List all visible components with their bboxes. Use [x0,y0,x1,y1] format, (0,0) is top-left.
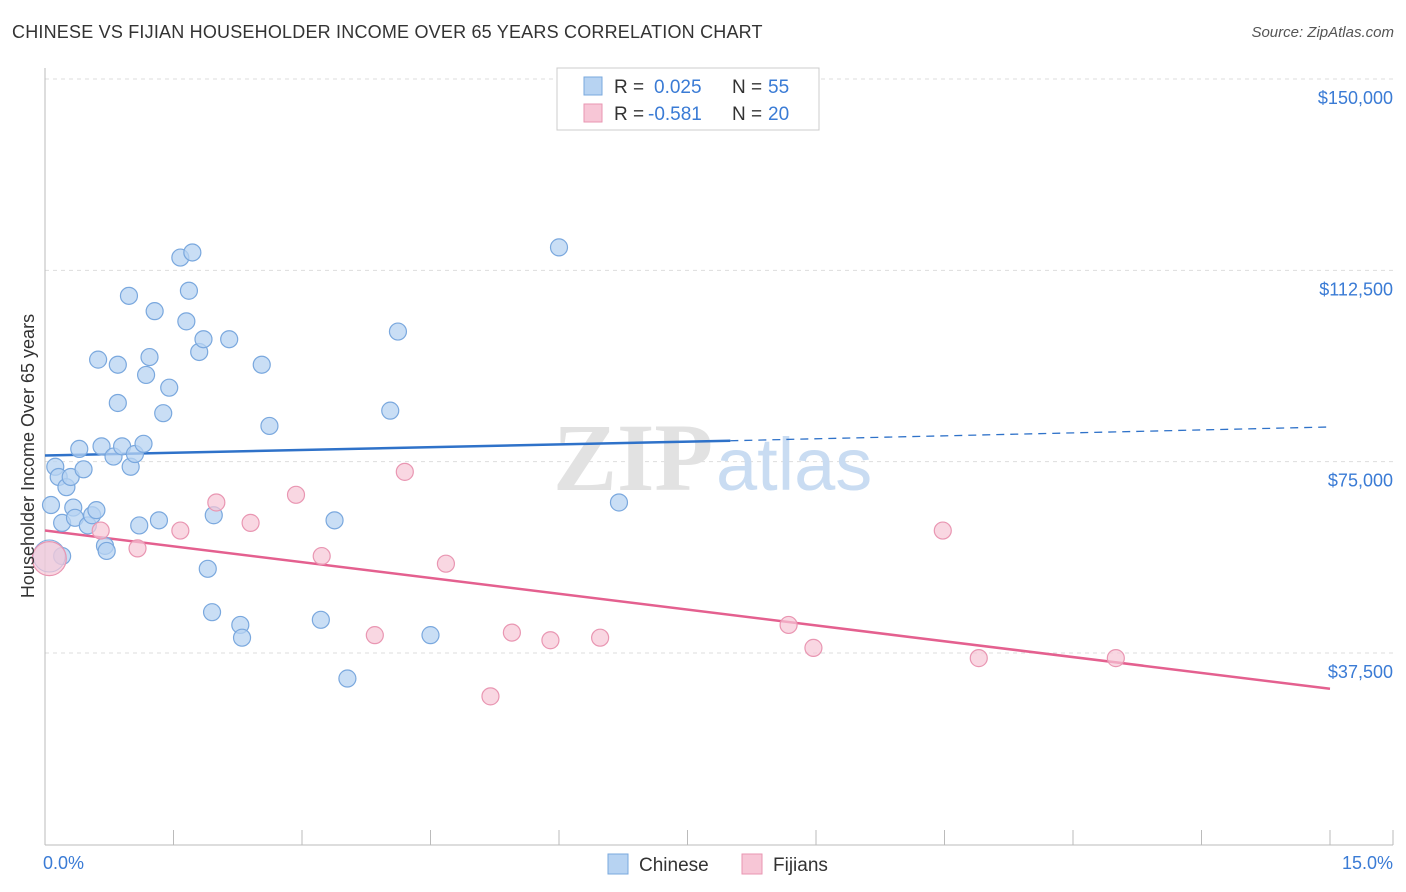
chinese-point [145,302,164,321]
y-tick-labels: $37,500 $75,000 $112,500 $150,000 [1318,88,1393,682]
chinese-point [609,493,629,512]
chinese-point [154,404,173,423]
source-label: Source: ZipAtlas.com [1251,24,1394,41]
fijian-point [286,485,306,504]
chinese-point [41,495,61,515]
chinese-point [108,393,127,413]
fijian-point [312,546,331,566]
bottom-legend-label-chinese: Chinese [639,855,709,876]
chinese-point [338,669,357,688]
correlation-legend: R = 0.025 N = 55 R = -0.581 N = 20 [556,67,820,131]
fijian-trend-line [44,529,1331,690]
fijian-point [541,631,560,650]
y-tick-label: $150,000 [1318,88,1393,108]
chinese-points [32,238,629,688]
chinese-point [220,330,239,349]
chinese-point [549,238,569,257]
chinese-point [134,434,153,453]
legend-n-value-chinese: 55 [768,77,789,98]
watermark-atlas: atlas [716,423,872,506]
legend-n-label-fijian: N = [732,104,762,125]
legend-swatch-fijian [583,103,603,123]
legend-r-value-fijian: -0.581 [648,104,702,125]
legend-n-label-chinese: N = [732,77,762,98]
bottom-legend-swatch-chinese [607,853,629,875]
fijian-point [804,638,823,657]
chinese-point [74,460,93,479]
legend-swatch-chinese [583,76,603,96]
bottom-legend-label-fijian: Fijians [773,855,828,876]
watermark: ZIP atlas [553,404,872,511]
fijian-point [365,626,384,645]
x-tick-label-right: 15.0% [1342,853,1393,873]
fijian-point [591,628,610,647]
legend-r-value-chinese: 0.025 [654,77,702,98]
watermark-zip: ZIP [553,404,713,511]
fijian-point [933,521,952,540]
chinese-point [108,355,127,374]
chinese-point [97,541,116,561]
fijian-point [436,554,456,573]
grid-lines [45,78,1393,654]
fijian-point [171,521,190,540]
fijian-point [128,539,147,558]
fijian-point [969,649,988,668]
chinese-point [388,322,408,341]
chinese-point [183,243,202,262]
chinese-point [311,610,330,629]
chinese-point [92,437,111,456]
legend-r-label-fijian: R = [614,104,644,125]
fijian-point [502,623,521,642]
chinese-point [160,378,179,397]
chinese-point [202,603,222,622]
fijian-point [91,521,110,540]
y-tick-label: $37,500 [1328,662,1393,682]
chinese-point [325,511,344,530]
chinese-point [381,401,400,420]
chinese-point [260,416,279,436]
chinese-point [136,365,156,385]
fijian-point [241,513,260,532]
legend-n-value-fijian: 20 [768,104,789,125]
chart-title: CHINESE VS FIJIAN HOUSEHOLDER INCOME OVE… [12,22,763,42]
series-legend: Chinese Fijians [607,853,828,876]
fijian-point [779,615,798,635]
chinese-point [149,511,169,530]
fijian-point [481,687,500,706]
y-axis-title: Householder Income Over 65 years [18,314,38,598]
chinese-trend-line [44,439,731,457]
chinese-point [89,350,108,369]
chinese-point [194,330,213,349]
fijian-point [1106,649,1125,668]
chinese-point [119,286,139,305]
chinese-point [140,347,159,367]
legend-r-label-chinese: R = [614,77,644,98]
x-tick-label-left: 0.0% [43,853,84,873]
chinese-point [87,501,106,520]
fijian-points [31,462,1125,706]
y-tick-label: $75,000 [1328,471,1393,491]
fijian-point [31,541,67,577]
chinese-trend-extension [730,426,1331,442]
bottom-legend-swatch-fijian [741,853,763,875]
axes [44,68,1394,846]
chinese-point [177,312,196,331]
fijian-point [395,462,414,481]
chinese-point [232,628,252,647]
fijian-point [207,493,226,512]
chinese-point [179,281,199,300]
y-tick-label: $112,500 [1319,279,1393,299]
chinese-point [130,516,149,535]
chinese-point [252,355,271,374]
chinese-point [421,626,440,645]
chinese-point [70,439,89,459]
chinese-point [198,559,217,578]
